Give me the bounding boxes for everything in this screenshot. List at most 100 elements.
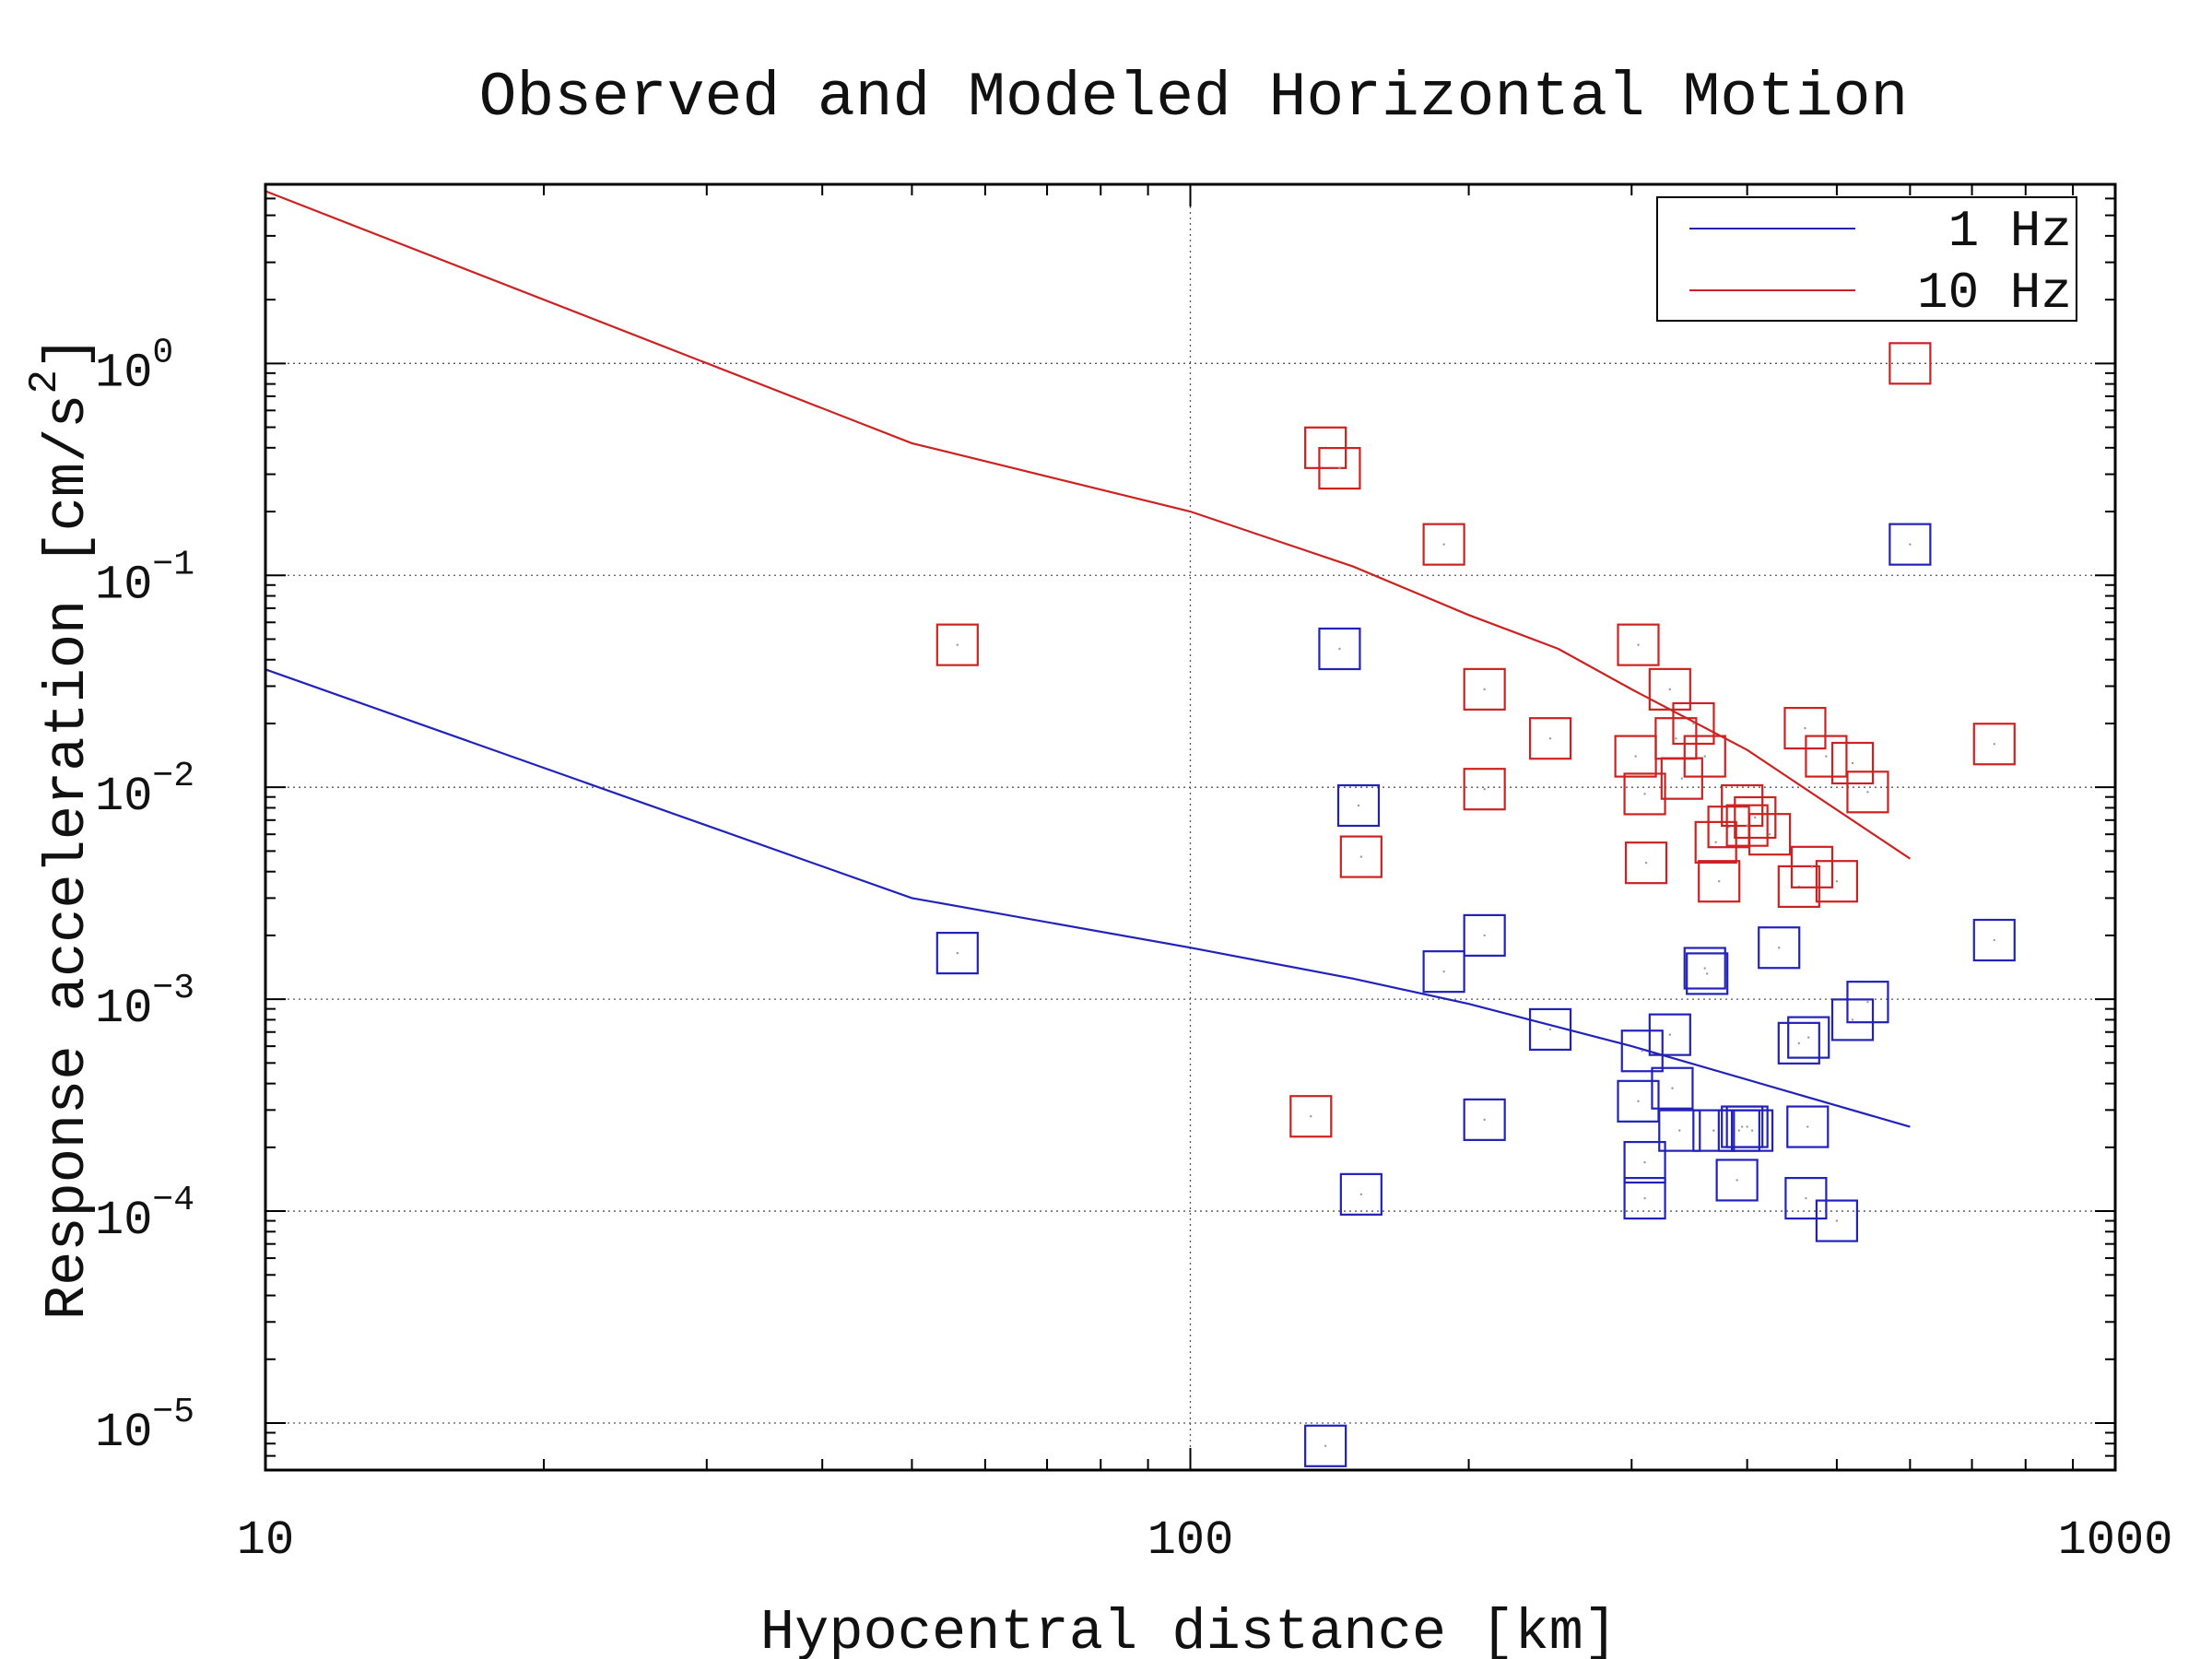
observed-marker-dot: [1805, 1196, 1807, 1200]
observed-marker-1hz: [1623, 1176, 1666, 1220]
observed-marker-1hz: [1787, 1016, 1830, 1059]
observed-marker-dot: [1548, 1028, 1552, 1031]
observed-marker-1hz: [1617, 1079, 1660, 1123]
observed-marker-10hz: [1747, 813, 1792, 856]
y-tick-label-exponent: −2: [152, 757, 194, 796]
observed-marker-1hz: [1715, 1159, 1759, 1202]
observed-marker-10hz: [1422, 523, 1465, 566]
observed-marker-1hz: [1422, 950, 1465, 994]
observed-marker-dot: [1637, 1100, 1640, 1103]
y-tick-label-base: 10: [95, 346, 152, 400]
observed-marker-dot: [1641, 1050, 1643, 1053]
observed-marker-1hz: [1888, 523, 1932, 566]
observed-marker-dot: [1804, 726, 1806, 730]
y-tick-label-base: 10: [95, 558, 152, 612]
x-tick-labels: 10 100 1000: [237, 1513, 2173, 1568]
observed-marker-dot: [1778, 947, 1781, 949]
observed-marker-10hz: [1463, 768, 1506, 811]
observed-marker-10hz: [1698, 860, 1741, 903]
observed-marker-1hz: [1339, 1172, 1382, 1216]
observed-marker-1hz: [1336, 783, 1381, 828]
observed-marker-1hz: [1651, 1066, 1694, 1110]
observed-marker-dot: [1712, 1129, 1715, 1132]
observed-marker-10hz: [1617, 623, 1660, 666]
observed-marker-10hz: [1694, 820, 1737, 864]
observed-marker-10hz: [1623, 772, 1666, 816]
observed-marker-1hz: [935, 932, 979, 975]
observed-marker-1hz: [1304, 1424, 1347, 1467]
observed-marker-1hz: [1730, 1109, 1774, 1152]
observed-marker-dot: [1746, 1125, 1748, 1128]
observed-marker-dot: [1675, 736, 1677, 740]
observed-marker-10hz: [1972, 723, 2016, 766]
observed-marker-10hz: [935, 623, 979, 666]
observed-marker-dot: [1735, 1179, 1738, 1182]
observed-marker-1hz: [1686, 952, 1729, 995]
observed-marker-dot: [1993, 938, 1995, 942]
axis-ticks: [265, 184, 2116, 1470]
observed-marker-10hz: [1734, 795, 1777, 840]
observed-marker-dot: [1338, 466, 1341, 470]
observed-marker-1hz: [1528, 1007, 1572, 1052]
observed-marker-10hz: [1318, 447, 1361, 490]
observed-marker-dot: [1754, 816, 1757, 819]
observed-marker-dot: [1324, 1444, 1327, 1448]
observed-marker-1hz: [1784, 1176, 1828, 1220]
observed-marker-1hz: [1463, 913, 1506, 958]
y-tick-label-exponent: −4: [152, 1181, 194, 1220]
observed-marker-dot: [1768, 832, 1771, 836]
observed-marker-dot: [1338, 647, 1341, 651]
observed-marker-dot: [1703, 967, 1706, 970]
observed-marker-dot: [1750, 1129, 1754, 1132]
observed-marker-10hz: [1339, 835, 1382, 878]
observed-marker-dot: [1835, 1219, 1839, 1222]
observed-marker-10hz: [1672, 701, 1715, 746]
observed-marker-dot: [1835, 880, 1839, 883]
observed-marker-dot: [1851, 1018, 1854, 1021]
observed-marker-10hz: [1846, 771, 1889, 814]
observed-marker-dot: [1483, 688, 1486, 691]
observed-marker-dot: [1718, 880, 1721, 883]
y-tick-label: 10−3: [95, 969, 194, 1036]
chart-title: Observed and Modeled Horizontal Motion: [479, 63, 1909, 134]
observed-marker-1hz: [1623, 1140, 1666, 1184]
observed-marker-dot: [1680, 777, 1684, 780]
observed-marker-1hz: [1830, 998, 1875, 1041]
y-axis-label-end: ]: [35, 335, 100, 370]
y-tick-label: 10−1: [95, 545, 194, 612]
model-lines: [265, 190, 1912, 1128]
legend-label-1hz: 1 Hz: [1948, 202, 2072, 261]
observed-marker-dot: [1746, 824, 1748, 827]
observed-markers: [935, 342, 2016, 1467]
model-line-10hz: [265, 190, 1912, 860]
observed-marker-dot: [1357, 804, 1360, 807]
observed-marker-1hz: [1648, 1013, 1691, 1056]
observed-marker-dot: [1806, 1125, 1809, 1128]
y-tick-label-exponent: −1: [152, 545, 194, 584]
observed-marker-1hz: [1692, 1109, 1735, 1152]
y-tick-label-base: 10: [95, 770, 152, 824]
x-axis-label: Hypocentral distance [km]: [760, 1600, 1618, 1659]
y-tick-label-exponent: −3: [152, 969, 194, 1008]
observed-marker-10hz: [1888, 342, 1932, 385]
observed-marker-dot: [1668, 1033, 1672, 1036]
observed-marker-1hz: [1463, 1098, 1506, 1141]
observed-marker-dot: [1643, 1160, 1646, 1164]
y-axis-label: Response acceleration [cm/s2]: [22, 335, 100, 1320]
observed-marker-dot: [1359, 855, 1363, 858]
y-tick-label: 10−5: [95, 1393, 194, 1460]
observed-marker-1hz: [1777, 1021, 1820, 1065]
observed-marker-1hz: [1683, 947, 1726, 990]
y-tick-label-exponent: 0: [152, 333, 173, 372]
observed-marker-dot: [1310, 1115, 1312, 1118]
observed-marker-dot: [1678, 1129, 1681, 1132]
observed-marker-dot: [1810, 865, 1814, 869]
observed-marker-dot: [1483, 1118, 1486, 1122]
observed-marker-1hz: [1658, 1109, 1701, 1152]
observed-marker-dot: [1866, 1000, 1869, 1004]
grid: [265, 184, 2115, 1470]
observed-marker-10hz: [1815, 860, 1859, 903]
observed-marker-dot: [1483, 934, 1486, 937]
